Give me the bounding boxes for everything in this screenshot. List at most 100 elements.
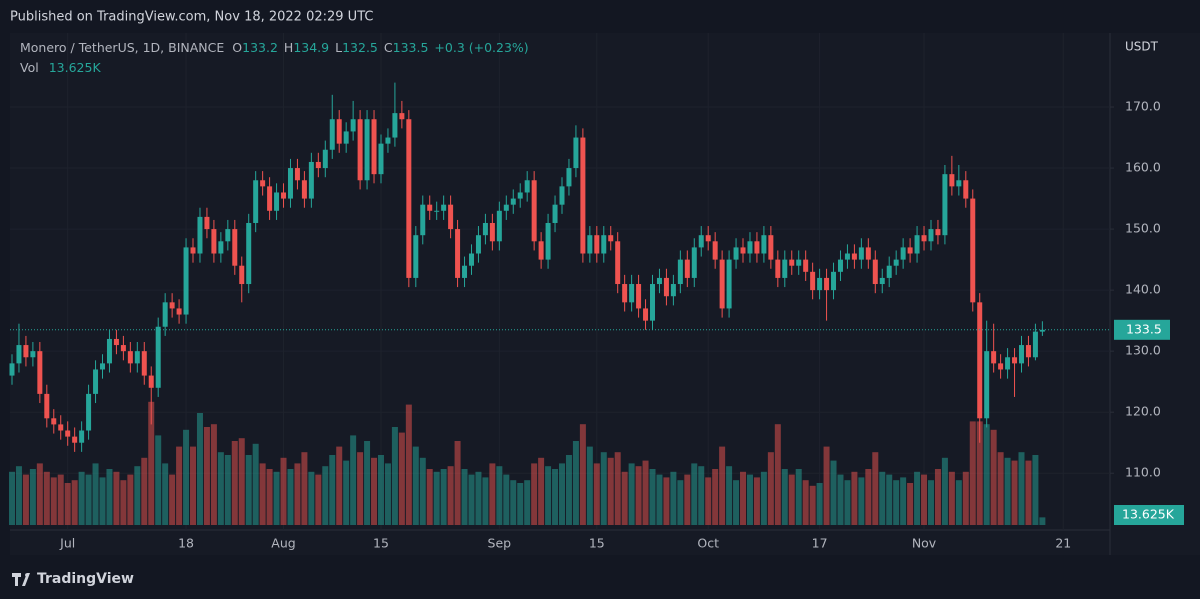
volume-bar (210, 424, 217, 525)
volume-bar (753, 477, 760, 525)
volume-bar (774, 424, 781, 525)
legend-value: 133.5 (393, 40, 429, 55)
volume-legend: Vol 13.625K (20, 60, 101, 75)
candle-body (127, 351, 133, 364)
y-tick-label: 170.0 (1125, 99, 1161, 114)
volume-bar (760, 471, 767, 525)
volume-bar (252, 443, 259, 525)
volume-bar (377, 455, 384, 525)
volume-bar (426, 469, 433, 525)
volume-bar (454, 441, 461, 525)
volume-bar (948, 471, 955, 525)
candle-body (434, 210, 440, 212)
candle-body (851, 253, 857, 260)
candle-body (176, 308, 182, 315)
candle-body (942, 174, 948, 236)
volume-bar (941, 457, 948, 525)
volume-bar (398, 432, 405, 525)
volume-layer (9, 401, 1046, 525)
x-tick-label: 15 (589, 536, 605, 551)
volume-bar (475, 471, 482, 525)
volume-bar (781, 469, 788, 525)
volume-bar (71, 480, 78, 525)
volume-bar (169, 474, 176, 525)
candle-body (350, 119, 356, 132)
volume-bar (92, 463, 99, 525)
x-tick-label: Oct (697, 536, 719, 551)
volume-bar (628, 463, 635, 525)
candle-body (37, 351, 43, 394)
candle-body (907, 247, 913, 254)
candle-body (510, 198, 516, 205)
volume-bar (50, 477, 57, 525)
volume-bar (9, 471, 15, 525)
candle-body (559, 186, 565, 205)
volume-bar (280, 457, 287, 525)
legend-key: H (284, 40, 293, 55)
candle-body (1032, 331, 1038, 358)
candle-body (573, 137, 579, 169)
volume-bar (830, 460, 837, 525)
candle-body (148, 375, 154, 388)
candle-body (900, 247, 906, 260)
volume-bar (1025, 460, 1032, 525)
volume-bar (371, 457, 378, 525)
candle-body (489, 222, 495, 242)
volume-bar (266, 469, 273, 525)
volume-bar (287, 469, 294, 525)
candle-body (294, 168, 300, 181)
volume-bar (127, 474, 134, 525)
volume-bar (572, 441, 579, 525)
candle-body (30, 351, 36, 358)
volume-bar (273, 471, 280, 525)
volume-bar (914, 471, 921, 525)
footer-brand: TradingView (37, 571, 134, 587)
candle-body (963, 180, 969, 199)
candle-body (225, 229, 231, 242)
candle-body (552, 204, 558, 223)
volume-bar (329, 455, 336, 525)
candle-body (643, 308, 649, 321)
volume-bar (663, 477, 670, 525)
volume-name: Vol (20, 60, 39, 75)
y-tick-label: 140.0 (1125, 282, 1161, 297)
candle-body (190, 247, 196, 254)
candle-body (343, 131, 349, 144)
volume-bar (343, 460, 350, 525)
candle-body (427, 204, 433, 211)
candle-body (622, 284, 628, 303)
candle-body (9, 363, 15, 376)
candle-body (517, 192, 523, 199)
volume-bar (559, 463, 565, 525)
volume-bar (517, 483, 524, 525)
candle-body (935, 229, 941, 236)
volume-bar (405, 404, 412, 525)
candle-body (531, 180, 537, 242)
candle-body (503, 204, 509, 211)
candle-body (462, 265, 468, 278)
volume-bar (886, 474, 893, 525)
price-badge (1114, 319, 1170, 340)
volume-badge (1114, 505, 1184, 525)
candle-body (441, 204, 447, 211)
candle-body (86, 393, 92, 431)
candle-body (998, 363, 1004, 370)
candle-body (232, 229, 238, 266)
candle-body (733, 247, 739, 260)
volume-bar (148, 401, 155, 525)
volume-bar (593, 463, 600, 525)
candle-body (1039, 329, 1045, 332)
candle-body (23, 345, 29, 358)
candle-body (1025, 345, 1031, 358)
volume-bar (545, 466, 552, 525)
volume-bar (955, 480, 962, 525)
candle-body (594, 235, 600, 254)
volume-bar (614, 452, 621, 525)
candle-body (315, 161, 321, 169)
legend-key: L (335, 40, 342, 55)
volume-bar (927, 480, 934, 525)
candle-body (754, 241, 760, 254)
volume-bar (78, 471, 85, 525)
candle-body (253, 180, 259, 223)
volume-bar (64, 483, 71, 525)
